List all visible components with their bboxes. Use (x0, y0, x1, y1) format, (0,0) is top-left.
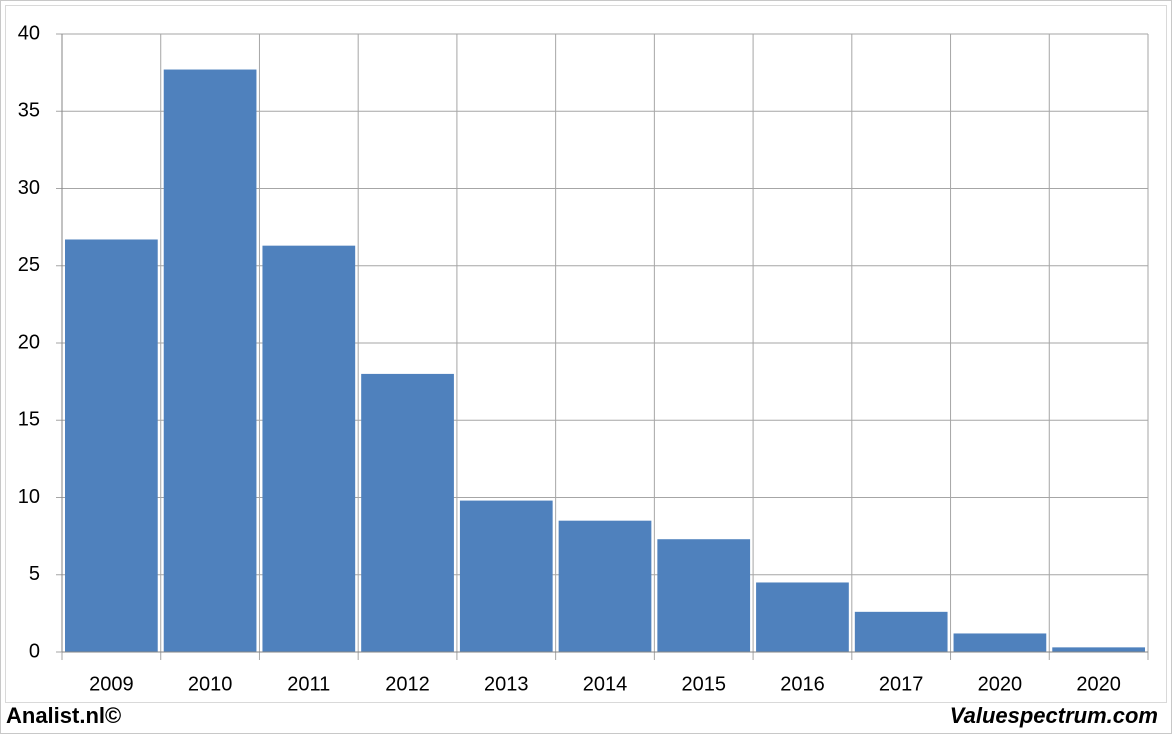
x-tick-label: 2015 (681, 673, 726, 695)
footer-left: Analist.nl© (6, 703, 121, 728)
x-tick-label: 2020 (978, 673, 1023, 695)
x-tick-label: 2020 (1076, 673, 1121, 695)
x-tick-label: 2016 (780, 673, 825, 695)
bar (361, 373, 454, 652)
bar (657, 539, 751, 652)
y-tick-label: 25 (18, 254, 40, 276)
x-tick-label: 2009 (89, 673, 134, 695)
x-tick-label: 2017 (879, 673, 924, 695)
x-tick-label: 2013 (484, 673, 529, 695)
y-tick-label: 15 (18, 409, 40, 431)
footer-right: Valuespectrum.com (950, 703, 1158, 728)
bar (163, 69, 257, 652)
bar (65, 239, 158, 653)
bar (558, 520, 652, 652)
bar (1052, 647, 1145, 652)
y-tick-label: 35 (18, 100, 40, 122)
x-tick-label: 2010 (188, 673, 233, 695)
y-tick-label: 40 (18, 22, 40, 44)
y-tick-label: 10 (18, 486, 40, 508)
bar (953, 633, 1047, 652)
bar (756, 582, 849, 652)
x-tick-label: 2011 (287, 673, 330, 695)
bar (459, 500, 553, 652)
y-tick-label: 20 (18, 331, 40, 353)
x-tick-label: 2012 (385, 673, 430, 695)
x-tick-label: 2014 (583, 673, 628, 695)
y-tick-label: 0 (29, 640, 40, 662)
y-tick-label: 5 (29, 563, 40, 585)
bar (262, 245, 356, 653)
y-tick-label: 30 (18, 177, 40, 199)
bar (854, 611, 948, 652)
